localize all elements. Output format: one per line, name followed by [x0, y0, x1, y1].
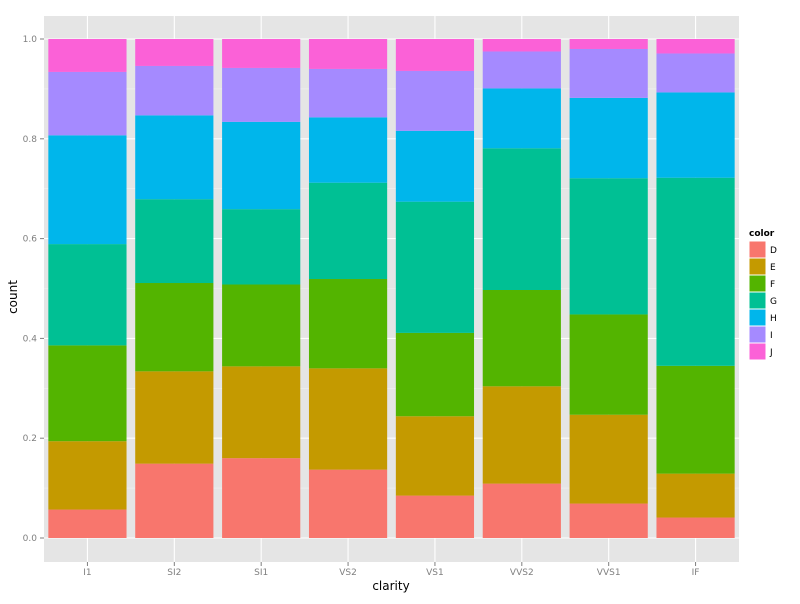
legend-key-I	[748, 325, 767, 344]
bar-segment-SI2-G	[135, 199, 214, 284]
bar-segment-VVS1-H	[569, 97, 648, 179]
bar-segment-VVS1-I	[569, 48, 648, 98]
bar-segment-VVS1-F	[569, 314, 648, 415]
legend-key-D	[748, 240, 767, 259]
x-axis-title: clarity	[372, 579, 409, 593]
legend-key-J	[748, 342, 767, 361]
bar-segment-SI1-H	[222, 121, 301, 210]
bar-segment-I1-I	[48, 71, 127, 136]
bar-segment-VS2-D	[308, 469, 388, 538]
y-tick-label: 0.2	[23, 434, 37, 444]
bar-segment-VS1-F	[395, 332, 475, 417]
x-tick-label: VS2	[339, 568, 357, 578]
bar-segment-VVS1-D	[569, 503, 648, 538]
bar-segment-VVS1-E	[569, 414, 648, 504]
bar-segment-SI1-G	[222, 209, 301, 285]
bar-segment-I1-F	[48, 345, 127, 442]
legend-label-F: F	[770, 280, 775, 290]
bar-segment-VS1-E	[395, 416, 475, 496]
bar-segment-VS2-J	[308, 39, 388, 69]
bar-segment-VS2-E	[308, 368, 388, 470]
legend-label-G: G	[770, 297, 777, 307]
bar-segment-I1-E	[48, 441, 127, 510]
legend-label-D: D	[770, 246, 777, 256]
y-tick-label: 1.0	[23, 35, 38, 45]
bar-segment-VVS1-G	[569, 178, 648, 315]
bar-segment-SI2-J	[135, 39, 214, 66]
legend-label-J: J	[769, 348, 773, 358]
legend-key-H	[748, 308, 767, 327]
bar-segment-SI2-F	[135, 283, 214, 372]
x-axis: I1 SI2 SI1 VS2 VS1 VVS2 VVS1 IF	[83, 562, 699, 578]
legend-key-G	[748, 291, 767, 310]
x-tick-label: I1	[83, 568, 91, 578]
bar-segment-SI2-I	[135, 65, 214, 116]
bar-segment-SI1-D	[222, 458, 301, 538]
bar-segment-SI1-J	[222, 39, 301, 68]
bar-segment-VS1-D	[395, 495, 475, 538]
bar-segment-VVS2-I	[482, 51, 561, 89]
bar-segment-I1-J	[48, 39, 127, 72]
x-tick-label: IF	[692, 568, 700, 578]
bar-segment-VVS2-D	[482, 483, 561, 538]
bar-segment-VS2-F	[308, 279, 388, 369]
y-tick-label: 0.6	[23, 235, 38, 245]
legend-label-H: H	[770, 314, 777, 324]
y-tick-label: 0.4	[23, 334, 38, 344]
bar-segment-VS2-G	[308, 182, 388, 280]
bar-segment-VS1-J	[395, 39, 475, 71]
bar-segment-SI2-D	[135, 463, 214, 538]
bar-segment-VVS2-G	[482, 148, 561, 290]
bar-segment-IF-F	[656, 365, 735, 474]
bar-segment-I1-D	[48, 509, 127, 538]
bar-segment-VVS2-F	[482, 289, 561, 387]
bar-segment-IF-G	[656, 177, 735, 366]
bar-segment-IF-E	[656, 473, 735, 518]
y-tick-label: 0.0	[23, 534, 38, 544]
x-tick-label: VS1	[426, 568, 444, 578]
bars	[48, 39, 735, 538]
x-tick-label: SI2	[167, 568, 181, 578]
x-tick-label: SI1	[254, 568, 268, 578]
bar-segment-VS2-I	[308, 68, 388, 118]
bar-segment-VVS2-H	[482, 88, 561, 149]
x-tick-label: VVS1	[597, 568, 621, 578]
bar-segment-SI1-E	[222, 366, 301, 459]
y-tick-label: 0.8	[23, 135, 38, 145]
bar-segment-VVS1-J	[569, 39, 648, 49]
bar-segment-SI1-I	[222, 67, 301, 122]
y-axis: 0.0 0.2 0.4 0.6 0.8 1.0	[23, 35, 44, 544]
bar-segment-IF-J	[656, 39, 735, 54]
legend-label-E: E	[770, 263, 776, 273]
legend-title: color	[749, 229, 775, 239]
bar-segment-SI2-E	[135, 371, 214, 464]
y-axis-title: count	[6, 280, 20, 314]
bar-segment-IF-H	[656, 92, 735, 178]
legend-key-E	[748, 257, 767, 276]
bar-segment-IF-D	[656, 517, 735, 538]
x-tick-label: VVS2	[510, 568, 534, 578]
bar-segment-I1-G	[48, 244, 127, 346]
bar-segment-SI1-F	[222, 284, 301, 367]
bar-segment-I1-H	[48, 135, 127, 245]
bar-segment-VS1-I	[395, 70, 475, 131]
legend-label-I: I	[770, 331, 773, 341]
legend-key-F	[748, 274, 767, 293]
bar-segment-VS2-H	[308, 117, 388, 183]
bar-segment-VS1-H	[395, 130, 475, 202]
bar-segment-VVS2-J	[482, 39, 561, 52]
bar-segment-IF-I	[656, 53, 735, 93]
bar-segment-SI2-H	[135, 115, 214, 200]
bar-segment-VVS2-E	[482, 386, 561, 484]
bar-segment-VS1-G	[395, 201, 475, 333]
